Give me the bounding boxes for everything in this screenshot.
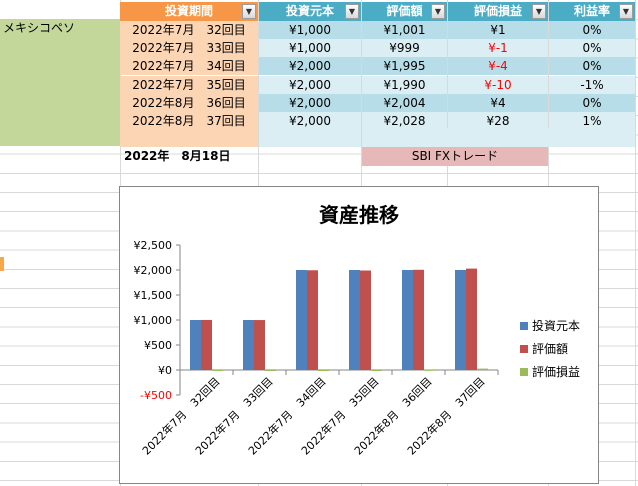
period-cell[interactable]: 2022年8月 36回目 [120,93,258,112]
value-cell[interactable]: ¥999 [362,39,447,58]
legend-item: 評価損益 [520,365,580,379]
bar-pl [265,370,276,371]
filter-dropdown-icon[interactable]: ▼ [345,4,359,19]
legend-swatch-icon [520,345,528,353]
rate-cell[interactable]: 1% [549,112,635,130]
period-cell[interactable]: 2022年7月 35回目 [120,75,258,94]
bar-principal [190,320,201,370]
category-cell[interactable] [0,19,120,146]
bar-principal [349,270,360,370]
chart-title: 資産推移 [319,203,399,227]
bar-pl [318,370,329,371]
bar-value [413,269,424,370]
pl-cell[interactable]: ¥1 [448,21,548,39]
broker-label[interactable]: SBI FXトレード [362,147,548,166]
legend-label: 投資元本 [532,319,581,333]
bar-principal [455,270,466,370]
pl-cell[interactable]: ¥-1 [448,39,548,58]
rate-cell[interactable]: 0% [549,39,635,58]
bar-pl [424,369,435,371]
filter-dropdown-icon[interactable]: ▼ [619,4,633,19]
period-cell[interactable]: 2022年7月 32回目 [120,21,258,39]
legend-item: 投資元本 [520,319,580,333]
y-tick-label: ¥2,500 [134,239,173,252]
header-label: 利益率 [573,4,610,18]
header-rate[interactable]: 利益率 ▼ [549,2,635,21]
bar-value [307,270,318,370]
header-label: 評価損益 [473,4,522,18]
header-value[interactable]: 評価額 ▼ [362,2,447,21]
header-period[interactable]: 投資期間 ▼ [120,2,258,21]
row-selection-marker [0,257,4,271]
value-cell[interactable]: ¥2,028 [362,112,447,130]
bar-principal [243,320,254,370]
rate-cell[interactable]: 0% [549,93,635,112]
value-cell[interactable]: ¥1,001 [362,21,447,39]
bar-value [254,320,265,370]
header-label: 評価額 [386,4,423,18]
bar-value [201,319,212,370]
legend-label: 評価額 [532,342,569,356]
bar-value [360,270,371,370]
principal-cell[interactable]: ¥2,000 [259,112,361,130]
asset-chart[interactable]: 資産推移 ¥2,500 ¥2,000 ¥1,500 ¥1,000 ¥500 ¥0 -¥500… [119,186,599,484]
bar-principal [402,270,413,370]
legend-label: 評価損益 [532,365,581,379]
bar-principal [296,270,307,370]
empty-cell[interactable] [120,128,258,147]
y-tick-label: ¥1,500 [134,289,173,302]
filter-dropdown-icon[interactable]: ▼ [431,4,445,19]
y-tick-label: ¥2,000 [134,264,173,277]
period-cell[interactable]: 2022年7月 33回目 [120,39,258,58]
bar-pl [212,369,223,371]
y-tick-label: ¥500 [144,339,172,352]
value-cell[interactable]: ¥1,995 [362,57,447,76]
value-cell[interactable]: ¥1,990 [362,75,447,94]
legend-item: 評価額 [520,342,568,356]
rate-cell[interactable]: 0% [549,57,635,76]
bar-pl [371,370,382,371]
y-tick-label: -¥500 [140,389,172,402]
empty-cell[interactable] [259,128,361,147]
principal-cell[interactable]: ¥2,000 [259,93,361,112]
date-label[interactable]: 2022年 8月18日 [124,149,231,163]
pl-cell[interactable]: ¥-10 [448,75,548,94]
y-tick-label: ¥1,000 [134,314,173,327]
rate-cell[interactable]: 0% [549,21,635,39]
pl-cell[interactable]: ¥28 [448,112,548,130]
filter-dropdown-icon[interactable]: ▼ [242,4,256,19]
category-label: メキシコペソ [3,21,76,35]
bar-pl [477,368,488,370]
value-cell[interactable]: ¥2,004 [362,93,447,112]
legend-swatch-icon [520,322,528,330]
principal-cell[interactable]: ¥2,000 [259,75,361,94]
legend-swatch-icon [520,368,528,376]
principal-cell[interactable]: ¥2,000 [259,57,361,76]
pl-cell[interactable]: ¥-4 [448,57,548,76]
y-tick-label: ¥0 [158,364,172,377]
filter-dropdown-icon[interactable]: ▼ [532,4,546,19]
header-pl[interactable]: 評価損益 ▼ [448,2,548,21]
chart-plot: ¥2,500¥2,000¥1,500¥1,000¥500¥0-¥5002022年… [134,239,499,458]
period-cell[interactable]: 2022年8月 37回目 [120,112,258,130]
header-principal[interactable]: 投資元本 ▼ [259,2,361,21]
principal-cell[interactable]: ¥1,000 [259,21,361,39]
header-label: 投資期間 [164,4,213,18]
bar-value [466,268,477,370]
col-divider [635,0,636,486]
rate-cell[interactable]: -1% [549,75,635,94]
empty-cell[interactable] [362,128,635,147]
principal-cell[interactable]: ¥1,000 [259,39,361,58]
pl-cell[interactable]: ¥4 [448,93,548,112]
header-label: 投資元本 [285,4,334,18]
period-cell[interactable]: 2022年7月 34回目 [120,57,258,76]
